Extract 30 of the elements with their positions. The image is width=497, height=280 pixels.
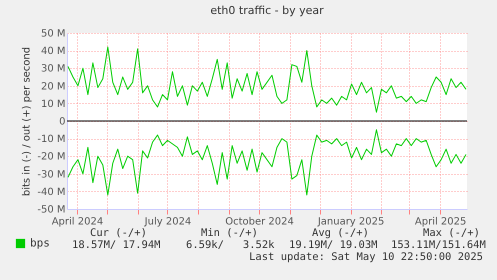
y-tick-label: 0 (59, 116, 66, 128)
y-tick-label: -40 M (37, 186, 66, 198)
y-tick-label: 20 M (40, 81, 66, 92)
text: 19.19M/ 19.03M (289, 239, 378, 251)
text: Min (-/+) (201, 227, 258, 239)
x-tick-label: October 2024 (225, 216, 294, 228)
x-tick-label: April 2024 (52, 216, 104, 228)
y-tick-label: -50 M (37, 204, 66, 216)
x-tick-label: April 2025 (414, 216, 466, 228)
y-tick-label: -30 M (37, 169, 66, 180)
x-tick-label: July 2024 (144, 216, 192, 228)
text: 153.11M/151.64M (391, 239, 486, 251)
text: Avg (-/+) (312, 227, 369, 239)
text: Cur (-/+) (90, 227, 147, 239)
legend-label: bps (30, 236, 50, 250)
text: 18.57M/ 17.94M (72, 239, 161, 251)
y-tick-label: -20 M (37, 152, 66, 163)
y-tick-label: 30 M (40, 64, 66, 75)
text: 6.59k/ 3.52k (186, 239, 275, 251)
chart-title: eth0 traffic - by year (210, 4, 324, 17)
text: Last update: Sat May 10 22:50:00 2025 (249, 251, 483, 263)
x-tick-label: January 2025 (316, 216, 384, 228)
y-tick-label: 40 M (40, 46, 66, 58)
y-axis-title: bits in (-) / out (+) per second (21, 46, 32, 196)
text: Max (-/+) (423, 227, 480, 239)
y-tick-label: 50 M (40, 28, 66, 40)
line-series (67, 46, 467, 113)
y-tick-label: 10 M (40, 98, 66, 110)
y-tick-label: -10 M (37, 134, 66, 146)
line-series (67, 129, 467, 196)
